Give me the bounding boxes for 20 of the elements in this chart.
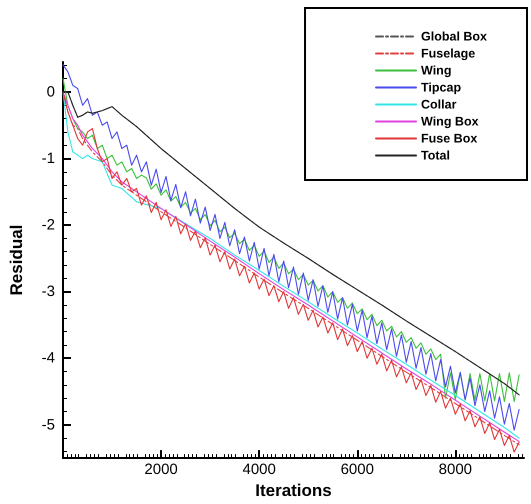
y-tick-label: -1 [42, 150, 55, 168]
x-axis-title: Iterations [255, 481, 332, 500]
legend-label: Tipcap [421, 80, 462, 94]
x-tick-label: 8000 [438, 461, 472, 478]
legend-label: Global Box [421, 30, 488, 44]
legend-label: Fuselage [421, 46, 476, 60]
y-tick-label: -5 [42, 416, 55, 434]
legend-label: Wing [421, 64, 452, 78]
y-tick-label: -2 [42, 216, 55, 234]
legend-label: Collar [421, 98, 457, 112]
legend-label: Fuse Box [421, 132, 478, 146]
x-tick-label: 4000 [242, 461, 276, 478]
legend-label: Wing Box [421, 114, 479, 128]
y-axis-title: Residual [7, 224, 26, 296]
y-tick-label: 0 [46, 83, 55, 100]
x-tick-label: 6000 [340, 461, 374, 478]
x-tick-label: 2000 [144, 461, 178, 478]
legend-label: Total [421, 148, 450, 162]
y-tick-label: -3 [42, 283, 55, 300]
y-tick-label: -4 [42, 350, 55, 367]
